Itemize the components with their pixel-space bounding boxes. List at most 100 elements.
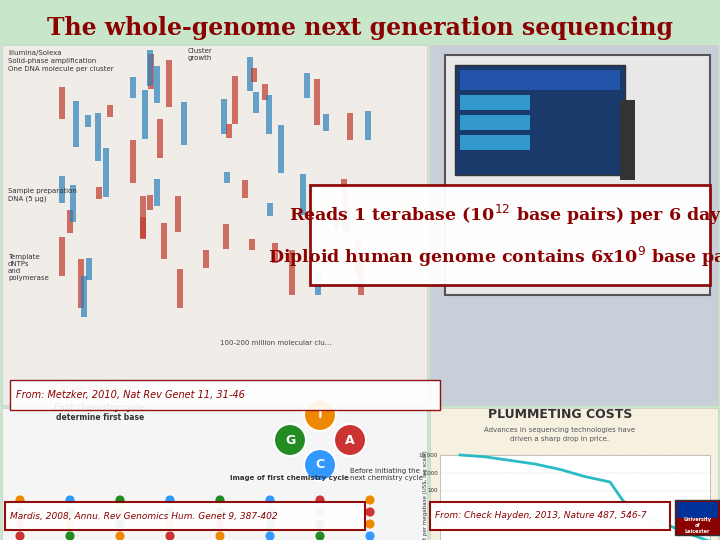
- Circle shape: [365, 495, 375, 505]
- Bar: [221, 99, 227, 134]
- Bar: [140, 195, 145, 238]
- Bar: [96, 187, 102, 199]
- Bar: [2, 45, 427, 405]
- Circle shape: [65, 519, 75, 529]
- Text: First chemistry cycle:
determine first base: First chemistry cycle: determine first b…: [53, 403, 146, 422]
- Circle shape: [315, 531, 325, 540]
- Bar: [175, 197, 181, 232]
- Text: G: G: [285, 434, 295, 447]
- Bar: [300, 174, 307, 215]
- Bar: [95, 113, 102, 161]
- Text: 100: 100: [428, 489, 438, 494]
- Bar: [249, 239, 256, 250]
- Bar: [354, 239, 361, 274]
- Circle shape: [15, 507, 25, 517]
- Circle shape: [65, 531, 75, 540]
- Bar: [181, 102, 187, 145]
- Bar: [310, 185, 710, 285]
- Bar: [314, 79, 320, 125]
- Bar: [267, 202, 274, 217]
- Bar: [460, 135, 530, 150]
- Bar: [232, 76, 238, 124]
- Text: 15: 15: [431, 503, 438, 508]
- Text: 100-200 million molecular clu...: 100-200 million molecular clu...: [220, 340, 331, 346]
- Circle shape: [304, 449, 336, 481]
- Circle shape: [265, 519, 275, 529]
- Bar: [304, 73, 310, 98]
- Circle shape: [215, 495, 225, 505]
- Bar: [358, 261, 364, 295]
- Bar: [460, 115, 530, 130]
- Bar: [5, 502, 365, 530]
- Bar: [278, 125, 284, 173]
- Text: Bridge amplification: Bridge amplification: [61, 383, 139, 392]
- Circle shape: [315, 507, 325, 517]
- Bar: [147, 50, 153, 86]
- Bar: [445, 55, 710, 295]
- Text: From: Metzker, 2010, Nat Rev Genet 11, 31-46: From: Metzker, 2010, Nat Rev Genet 11, 3…: [16, 390, 245, 400]
- Bar: [253, 92, 258, 113]
- Bar: [675, 500, 720, 535]
- Bar: [2, 408, 427, 540]
- Bar: [147, 194, 153, 210]
- Bar: [161, 223, 167, 259]
- Bar: [59, 176, 66, 202]
- Bar: [289, 250, 295, 295]
- Bar: [224, 172, 230, 183]
- Text: Diploid human genome contains 6x10$^{9}$ base pairs: Diploid human genome contains 6x10$^{9}$…: [268, 245, 720, 269]
- Text: Before initiating the
next chemistry cycle: Before initiating the next chemistry cyc…: [350, 468, 423, 481]
- Circle shape: [365, 519, 375, 529]
- Circle shape: [165, 495, 175, 505]
- Bar: [85, 115, 91, 127]
- Circle shape: [15, 519, 25, 529]
- Bar: [155, 66, 161, 104]
- Bar: [677, 502, 718, 517]
- Bar: [430, 408, 718, 540]
- Circle shape: [265, 531, 275, 540]
- Circle shape: [334, 424, 366, 456]
- Circle shape: [115, 519, 125, 529]
- Bar: [620, 100, 635, 180]
- Circle shape: [265, 507, 275, 517]
- Bar: [177, 269, 183, 308]
- Text: A: A: [345, 434, 355, 447]
- Bar: [272, 244, 278, 263]
- Text: C: C: [315, 458, 325, 471]
- Text: Template
dNTPs
and
polymerase: Template dNTPs and polymerase: [8, 254, 49, 281]
- Text: Mardis, 2008, Annu. Rev Genomics Hum. Genet 9, 387-402: Mardis, 2008, Annu. Rev Genomics Hum. Ge…: [10, 511, 278, 521]
- Bar: [266, 96, 271, 134]
- Bar: [140, 217, 146, 239]
- Circle shape: [215, 519, 225, 529]
- Bar: [70, 185, 76, 222]
- Bar: [460, 95, 530, 110]
- Bar: [227, 124, 233, 138]
- Bar: [81, 276, 87, 317]
- Text: T: T: [315, 408, 324, 422]
- Text: driven a sharp drop in price.: driven a sharp drop in price.: [510, 436, 610, 442]
- Text: Cluster
growth: Cluster growth: [188, 48, 212, 61]
- Bar: [142, 90, 148, 139]
- Text: 1,000: 1,000: [422, 470, 438, 476]
- Bar: [242, 180, 248, 198]
- Circle shape: [215, 507, 225, 517]
- Bar: [78, 259, 84, 308]
- Circle shape: [315, 519, 325, 529]
- Text: From: Check Hayden, 2013, Nature 487, 546-7: From: Check Hayden, 2013, Nature 487, 54…: [435, 511, 647, 521]
- Bar: [348, 113, 354, 140]
- Bar: [130, 140, 136, 183]
- Bar: [251, 68, 257, 82]
- Text: One DNA molecule per cluster: One DNA molecule per cluster: [8, 66, 114, 72]
- Text: Advances in sequencing technologies have: Advances in sequencing technologies have: [485, 427, 636, 433]
- Text: The whole-genome next generation sequencing: The whole-genome next generation sequenc…: [47, 16, 673, 40]
- Bar: [59, 238, 65, 276]
- Bar: [315, 272, 321, 295]
- Circle shape: [115, 531, 125, 540]
- Bar: [154, 179, 161, 206]
- Bar: [246, 57, 253, 91]
- Bar: [148, 55, 154, 89]
- Circle shape: [65, 495, 75, 505]
- Text: Sample preparation
DNA (5 µg): Sample preparation DNA (5 µg): [8, 188, 77, 201]
- Circle shape: [115, 495, 125, 505]
- Circle shape: [365, 507, 375, 517]
- Text: Solid-phase amplification: Solid-phase amplification: [8, 58, 96, 64]
